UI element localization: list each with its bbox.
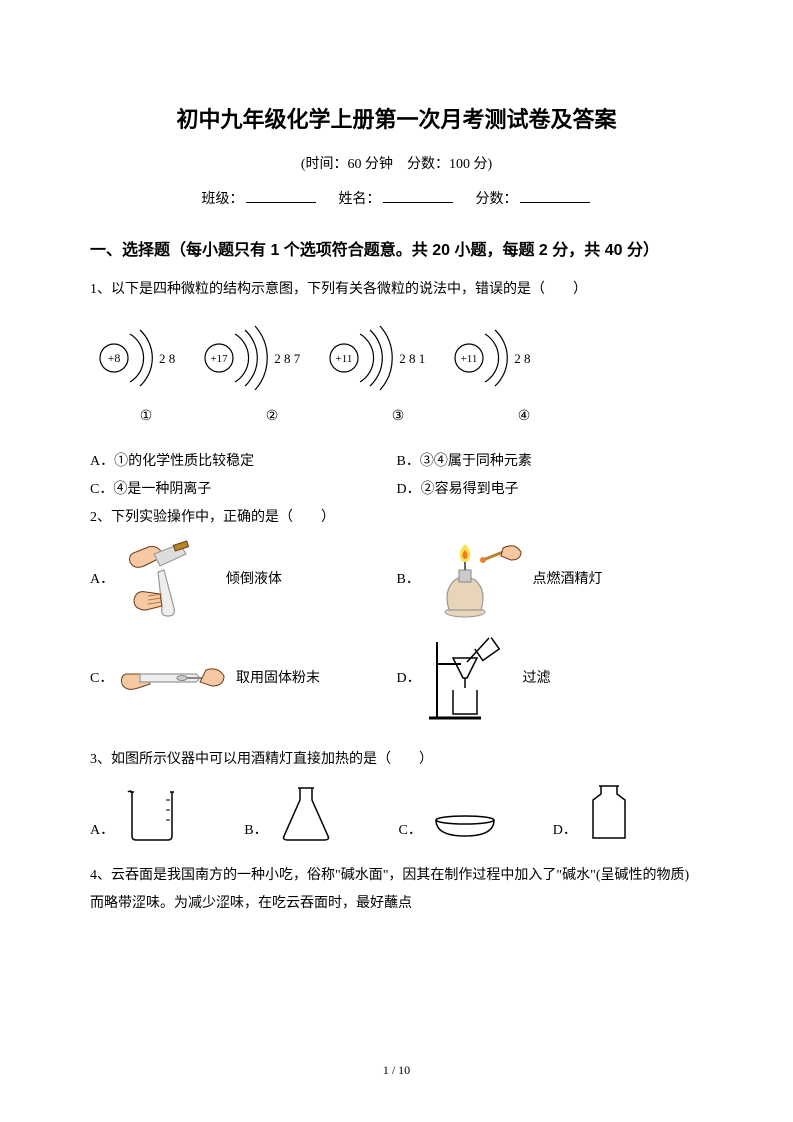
atom-3: +11 2 8 1	[326, 322, 425, 394]
page-title: 初中九年级化学上册第一次月考测试卷及答案	[90, 100, 703, 140]
q1-choice-d: D．②容易得到电子	[397, 476, 704, 504]
q2-choices: A． 倾倒液体 B． 点燃酒精	[90, 540, 703, 738]
atom-1-shells: 2 8	[159, 347, 175, 370]
svg-text:+11: +11	[336, 353, 353, 365]
q3b-label: B．	[244, 818, 267, 843]
q2b-label: B．	[397, 567, 417, 592]
atom-4-shells: 2 8	[514, 347, 530, 370]
q3-choice-d: D．	[553, 782, 703, 844]
atom-4: +11 2 8	[451, 322, 530, 394]
label-1: ①	[96, 404, 196, 429]
q2-choice-b: B． 点燃酒精灯	[397, 540, 704, 620]
q1-text: 1、以下是四种微粒的结构示意图，下列有关各微粒的说法中，错误的是（ ）	[90, 276, 703, 304]
q2a-label: A．	[90, 567, 110, 592]
q1-choice-b: B．③④属于同种元素	[397, 448, 704, 476]
svg-text:+17: +17	[211, 353, 229, 365]
q2-choice-c: C． 取用固体粉末	[90, 634, 397, 724]
atom-2-shells: 2 8 7	[274, 347, 300, 370]
light-lamp-icon	[425, 540, 525, 620]
time-score: (时间：60 分钟 分数：100 分)	[90, 152, 703, 177]
page-number: 1 / 10	[0, 1060, 793, 1082]
name-blank	[383, 202, 453, 203]
solid-powder-icon	[118, 654, 228, 704]
q2c-label: C．	[90, 666, 110, 691]
q3-choices: A． B． C． D．	[90, 782, 703, 844]
q2a-caption: 倾倒液体	[226, 567, 282, 592]
q3d-label: D．	[553, 818, 577, 843]
q2b-caption: 点燃酒精灯	[533, 567, 603, 592]
q3a-label: A．	[90, 818, 114, 843]
q2c-caption: 取用固体粉末	[236, 666, 320, 691]
atom-diagrams: +8 2 8 +17 2 8 7 +11 2 8 1 +11	[90, 322, 703, 394]
svg-text:+11: +11	[461, 353, 478, 365]
q3-text: 3、如图所示仪器中可以用酒精灯直接加热的是（ ）	[90, 746, 703, 774]
q2d-label: D．	[397, 666, 417, 691]
dish-icon	[430, 814, 500, 844]
q3-choice-a: A．	[90, 786, 240, 844]
info-line: 班级： 姓名： 分数：	[90, 187, 703, 212]
class-label: 班级：	[202, 192, 244, 207]
q3c-label: C．	[399, 818, 422, 843]
atom-labels: ① ② ③ ④	[90, 404, 703, 429]
q4-text: 4、云吞面是我国南方的一种小吃，俗称"碱水面"，因其在制作过程中加入了"碱水"(…	[90, 862, 703, 918]
q1-choice-c: C．④是一种阴离子	[90, 476, 397, 504]
q2-choice-a: A． 倾倒液体	[90, 540, 397, 620]
label-4: ④	[474, 404, 574, 429]
name-label: 姓名：	[339, 192, 381, 207]
pouring-liquid-icon	[118, 540, 218, 620]
class-blank	[246, 202, 316, 203]
q3-choice-b: B．	[244, 782, 394, 844]
atom-3-shells: 2 8 1	[399, 347, 425, 370]
q1-choices: A．①的化学性质比较稳定 B．③④属于同种元素 C．④是一种阴离子 D．②容易得…	[90, 448, 703, 504]
q2d-caption: 过滤	[523, 666, 551, 691]
flask-icon	[276, 782, 336, 844]
score-label: 分数：	[476, 192, 518, 207]
label-2: ②	[222, 404, 322, 429]
beaker-icon	[122, 786, 182, 844]
atom-2: +17 2 8 7	[201, 322, 300, 394]
section-1-header: 一、选择题（每小题只有 1 个选项符合题意。共 20 小题，每题 2 分，共 4…	[90, 232, 703, 270]
atom-1: +8 2 8	[96, 322, 175, 394]
q3-choice-c: C．	[399, 814, 549, 844]
svg-text:+8: +8	[108, 351, 121, 365]
score-blank	[520, 202, 590, 203]
q2-text: 2、下列实验操作中，正确的是（ ）	[90, 504, 703, 532]
bottle-icon	[585, 782, 635, 844]
filter-icon	[425, 634, 515, 724]
label-3: ③	[348, 404, 448, 429]
q1-choice-a: A．①的化学性质比较稳定	[90, 448, 397, 476]
q2-choice-d: D． 过滤	[397, 634, 704, 724]
